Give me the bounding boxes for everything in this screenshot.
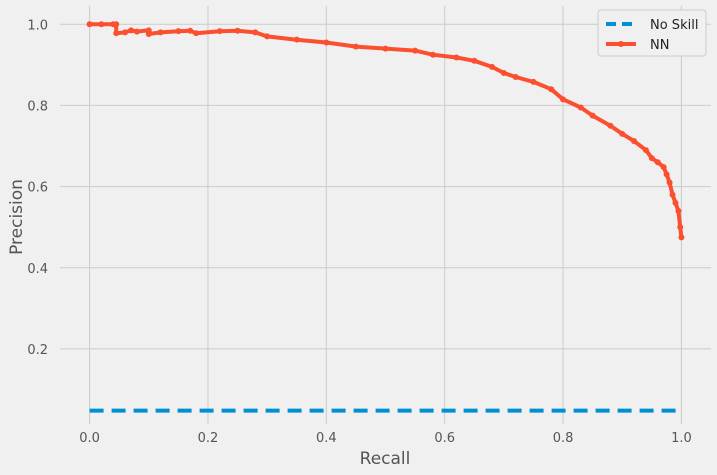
- series-nn-point: [654, 159, 661, 166]
- series-nn-point: [216, 28, 223, 35]
- x-axis-label: Recall: [360, 449, 411, 469]
- series-nn-point: [187, 27, 194, 34]
- series-nn-point: [631, 138, 638, 145]
- series-nn-point: [193, 30, 200, 37]
- series-nn-point: [548, 86, 555, 93]
- y-axis-label: Precision: [7, 179, 27, 255]
- grid: [60, 6, 711, 424]
- series-nn-point: [113, 30, 120, 37]
- series-nn-point: [607, 122, 614, 129]
- series-nn-point: [86, 21, 93, 28]
- series: [86, 21, 685, 413]
- y-tick-label: 0.4: [27, 262, 48, 277]
- x-tick-label: 0.6: [434, 431, 455, 446]
- y-tick-label: 0.2: [27, 343, 48, 358]
- series-nn-point: [660, 164, 667, 171]
- x-axis-ticks: 0.0 0.2 0.4 0.6 0.8 1.0: [79, 431, 692, 446]
- series-nn-point: [252, 29, 259, 36]
- series-nn-point: [352, 43, 359, 50]
- series-nn-point: [128, 27, 135, 34]
- series-nn-point: [677, 224, 684, 231]
- series-nn-point: [648, 155, 655, 162]
- y-axis-ticks: 0.2 0.4 0.6 0.8 1.0: [27, 18, 48, 358]
- series-nn-point: [669, 191, 676, 198]
- series-nn-point: [512, 74, 519, 81]
- series-nn-point: [678, 234, 685, 241]
- series-nn-point: [453, 54, 460, 61]
- series-nn-point: [560, 96, 567, 103]
- series-nn-point: [412, 47, 419, 54]
- series-nn-point: [471, 57, 478, 64]
- series-nn-point: [489, 63, 496, 70]
- y-tick-label: 0.6: [27, 181, 48, 196]
- series-nn-point: [175, 28, 182, 35]
- x-tick-label: 0.8: [553, 431, 574, 446]
- series-nn-point: [642, 147, 649, 154]
- y-tick-label: 1.0: [27, 18, 48, 33]
- series-nn-point: [113, 21, 120, 28]
- series-nn-point: [500, 69, 507, 76]
- series-nn-point: [663, 171, 670, 178]
- series-nn-point: [133, 28, 140, 35]
- series-nn-point: [666, 179, 673, 186]
- series-nn-point: [234, 27, 241, 34]
- x-tick-label: 0.2: [198, 431, 219, 446]
- series-nn-point: [145, 31, 152, 38]
- series-nn-point: [619, 130, 626, 137]
- series-nn-point: [577, 104, 584, 111]
- series-nn-point: [675, 207, 682, 214]
- series-nn-point: [530, 78, 537, 85]
- series-nn-point: [323, 39, 330, 46]
- x-tick-label: 0.0: [79, 431, 100, 446]
- series-nn-point: [589, 112, 596, 119]
- series-nn-point: [98, 21, 105, 28]
- x-tick-label: 0.4: [316, 431, 337, 446]
- x-tick-label: 1.0: [671, 431, 692, 446]
- series-nn-point: [293, 36, 300, 43]
- series-nn-point: [429, 51, 436, 58]
- series-nn-point: [264, 33, 271, 40]
- series-nn-point: [672, 199, 679, 206]
- series-nn-point: [122, 29, 129, 36]
- y-tick-label: 0.8: [27, 99, 48, 114]
- legend-label-no-skill: No Skill: [650, 18, 698, 33]
- series-nn-point: [157, 29, 164, 36]
- legend: No Skill NN: [597, 9, 707, 57]
- legend-marker-nn: [618, 41, 624, 47]
- legend-label-nn: NN: [650, 38, 669, 53]
- series-nn-point: [382, 45, 389, 52]
